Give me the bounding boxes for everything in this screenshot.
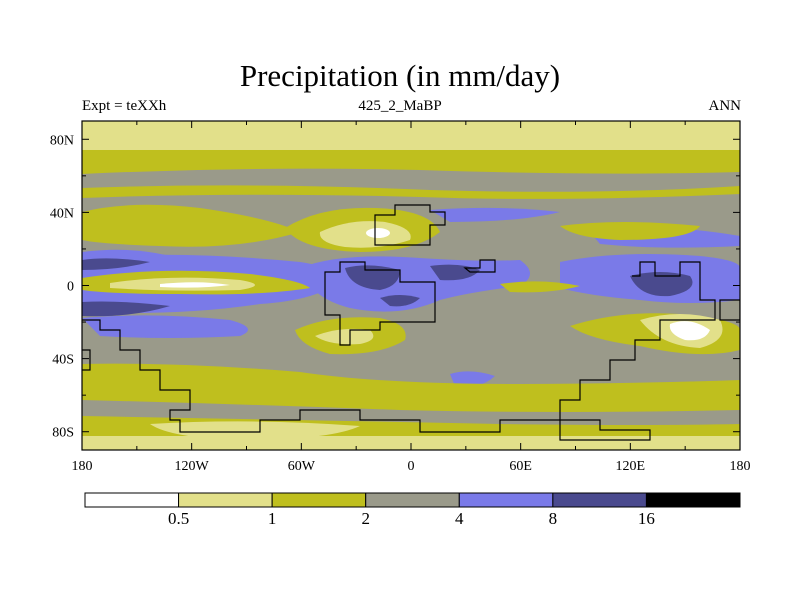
colorbar-level-label: 1 xyxy=(268,509,277,528)
colorbar-swatch xyxy=(458,492,554,508)
land-small-block xyxy=(463,259,496,273)
field-nh-dry-light xyxy=(319,221,411,248)
y-tick-label: 0 xyxy=(67,280,74,295)
field-dry-tongue-white xyxy=(160,282,230,288)
land-north-block xyxy=(374,204,446,246)
field-north-olive-2 xyxy=(82,185,740,199)
field-wet-6 xyxy=(380,295,420,307)
field-sh-blue-1 xyxy=(82,315,248,338)
x-tick-label: 0 xyxy=(408,459,415,474)
field-east-dry xyxy=(500,281,580,293)
land-outlines xyxy=(82,204,740,441)
chart-title: Precipitation (in mm/day) xyxy=(239,58,561,93)
y-tick-label: 80N xyxy=(50,133,74,148)
colorbar-swatch xyxy=(645,492,741,508)
field-north-olive xyxy=(82,150,740,174)
land-south-east-block xyxy=(559,419,651,441)
colorbar-level-label: 2 xyxy=(361,509,370,528)
field-se-dry-white xyxy=(669,321,710,341)
x-tick-label: 180 xyxy=(72,459,93,474)
colorbar-level-label: 0.5 xyxy=(168,509,189,528)
field-storm-track-1 xyxy=(430,207,560,222)
field-wet-5 xyxy=(630,272,693,297)
x-tick-label: 60E xyxy=(509,459,532,474)
field-wet-3 xyxy=(345,265,400,290)
precipitation-field xyxy=(82,121,740,450)
x-tick-label: 120E xyxy=(616,459,646,474)
colorbar-swatch xyxy=(365,492,460,508)
x-tick-label: 120W xyxy=(175,459,210,474)
field-nh-dry-white xyxy=(366,228,390,238)
x-axis: 180 120W 60W 0 60E 120E 180 xyxy=(72,121,751,474)
field-asia-olive xyxy=(560,222,700,240)
field-south-light xyxy=(150,421,360,440)
colorbar-level-label: 8 xyxy=(549,509,558,528)
x-tick-label: 60W xyxy=(288,459,316,474)
field-wet-2 xyxy=(82,301,170,317)
colorbar-level-label: 16 xyxy=(638,509,655,528)
land-gondwana-west xyxy=(324,261,436,346)
field-sh-dry-light xyxy=(315,328,374,345)
y-axis: 80N 40N 0 40S 80S xyxy=(50,133,740,441)
field-npac-olive xyxy=(82,204,300,247)
time-slice-label: 425_2_MaBP xyxy=(358,98,442,114)
season-label: ANN xyxy=(708,98,742,114)
land-east-edge xyxy=(719,299,740,321)
colorbar-swatch xyxy=(271,492,367,508)
colorbar-swatch xyxy=(552,492,647,508)
colorbar: 0.5 1 2 4 8 16 xyxy=(84,492,741,528)
y-tick-label: 40S xyxy=(52,353,74,368)
field-sh-blue-2 xyxy=(450,371,495,387)
field-wet-1 xyxy=(82,258,150,270)
land-southern-continent xyxy=(82,261,716,433)
colorbar-level-label: 4 xyxy=(455,509,464,528)
x-tick-label: 180 xyxy=(730,459,751,474)
land-west-edge xyxy=(82,349,91,371)
experiment-label: Expt = teXXh xyxy=(82,98,167,114)
colorbar-swatch xyxy=(84,492,180,508)
y-tick-label: 40N xyxy=(50,206,74,221)
y-tick-label: 80S xyxy=(52,426,74,441)
colorbar-swatch xyxy=(178,492,273,508)
